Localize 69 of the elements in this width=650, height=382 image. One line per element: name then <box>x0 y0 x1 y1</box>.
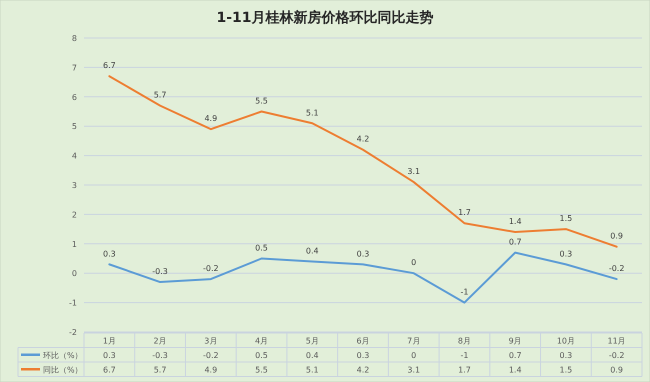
data-label: -0.2 <box>203 264 219 274</box>
text: 6.7 <box>102 365 116 374</box>
y-tick-label: -1 <box>69 298 77 308</box>
text: 1.7 <box>458 365 471 374</box>
text: 5.1 <box>306 365 319 374</box>
data-label: 0 <box>411 258 416 268</box>
x-tick-label: 5月 <box>306 336 319 346</box>
text: 1.4 <box>508 365 522 374</box>
text: -0.3 <box>152 350 168 360</box>
text: 0.4 <box>306 350 319 360</box>
chart-title: 1-11月桂林新房价格环比同比走势 <box>216 9 434 26</box>
text: 0.3 <box>356 350 370 360</box>
y-tick-label: 3 <box>72 181 77 190</box>
x-tick-label: 2月 <box>154 336 167 346</box>
data-label: 0.3 <box>102 249 116 258</box>
text: 1.5 <box>560 365 572 374</box>
data-label: 0.7 <box>508 238 522 247</box>
data-label: 4.9 <box>204 114 218 124</box>
x-tick-label: 3月 <box>204 336 218 346</box>
data-label: -1 <box>460 288 468 297</box>
x-tick-label: 8月 <box>458 336 471 346</box>
y-tick-label: 5 <box>72 122 77 132</box>
data-label: 5.7 <box>154 90 166 100</box>
y-tick-label: 2 <box>72 210 77 220</box>
y-tick-label: 7 <box>72 63 77 72</box>
text: 5.5 <box>255 365 268 374</box>
text: 0.7 <box>508 350 522 360</box>
legend-label: 环比（%） <box>43 350 83 360</box>
data-label: 1.7 <box>458 208 471 218</box>
text: 0.3 <box>102 350 116 360</box>
x-tick-label: 7月 <box>407 336 420 346</box>
y-tick-label: 8 <box>72 34 77 43</box>
text: -0.2 <box>203 350 219 360</box>
text: -0.2 <box>608 350 624 360</box>
data-label: 0.3 <box>560 249 572 258</box>
x-tick-label: 1月 <box>102 336 116 346</box>
y-tick-label: 1 <box>72 240 77 249</box>
x-tick-label: 9月 <box>508 336 522 346</box>
text: -1 <box>460 350 468 360</box>
text: 0 <box>411 350 416 360</box>
x-tick-label: 11月 <box>608 336 626 346</box>
text: 0.3 <box>560 350 572 360</box>
data-label: 0.3 <box>356 249 370 258</box>
x-tick-label: 10月 <box>556 336 576 346</box>
data-label: 0.9 <box>610 232 624 241</box>
data-label: 3.1 <box>407 167 420 176</box>
y-tick-label: 4 <box>72 152 77 161</box>
text: 3.1 <box>407 365 420 374</box>
y-tick-label: 6 <box>72 92 77 102</box>
data-label: 1.5 <box>560 214 572 224</box>
data-label: 5.1 <box>306 108 319 118</box>
data-label: 1.4 <box>508 217 522 226</box>
x-tick-label: 6月 <box>356 336 370 346</box>
data-label: 4.2 <box>356 134 370 144</box>
text: 0.9 <box>610 365 624 374</box>
data-label: -0.3 <box>152 267 168 276</box>
y-tick-label: -2 <box>69 328 77 337</box>
data-label: -0.2 <box>608 264 624 274</box>
data-label: 6.7 <box>102 61 116 70</box>
y-tick-label: 0 <box>72 269 77 278</box>
data-label: 0.5 <box>255 244 268 252</box>
data-label: 0.4 <box>306 246 319 256</box>
legend-label: 同比（%） <box>43 365 83 374</box>
text: 5.7 <box>154 365 166 374</box>
text: 0.5 <box>255 350 268 360</box>
text: 4.2 <box>356 365 370 374</box>
text: 4.9 <box>204 365 218 374</box>
x-tick-label: 4月 <box>255 336 268 346</box>
data-label: 5.5 <box>255 96 268 106</box>
